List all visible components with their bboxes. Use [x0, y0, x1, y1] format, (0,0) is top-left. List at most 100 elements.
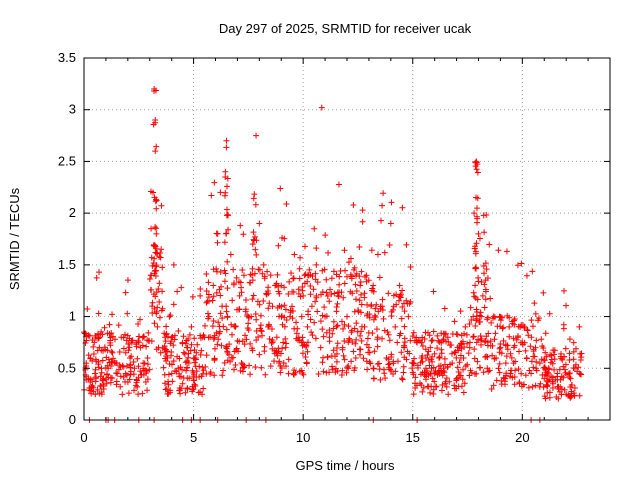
plus-marker — [370, 365, 377, 372]
data-point — [332, 369, 339, 376]
plus-marker — [400, 363, 407, 370]
plus-marker — [363, 341, 370, 348]
plus-marker — [185, 359, 192, 366]
plus-marker — [281, 323, 288, 330]
plus-marker — [242, 332, 249, 339]
plus-marker — [422, 346, 429, 353]
data-point — [353, 296, 360, 303]
data-point — [130, 359, 137, 366]
plus-marker — [347, 255, 354, 262]
plus-marker — [492, 330, 499, 337]
plus-marker — [392, 368, 399, 375]
data-point — [481, 270, 488, 277]
data-point — [556, 366, 563, 373]
data-point — [443, 383, 450, 390]
plus-marker — [108, 358, 115, 365]
plus-marker — [258, 328, 265, 335]
plus-marker — [528, 317, 535, 324]
plus-marker — [541, 393, 548, 400]
data-point — [438, 339, 445, 346]
plus-marker — [86, 332, 93, 339]
data-point — [454, 331, 461, 338]
data-point — [312, 335, 319, 342]
data-point — [163, 323, 170, 330]
data-point — [144, 354, 151, 361]
data-point — [194, 341, 201, 348]
plus-marker — [163, 330, 170, 337]
plus-marker — [151, 194, 158, 201]
data-point — [474, 358, 481, 365]
plus-marker — [188, 323, 195, 330]
data-point — [276, 359, 283, 366]
data-point — [324, 354, 331, 361]
plus-marker — [313, 294, 320, 301]
x-axis-ticks: 0 5 10 15 20 — [80, 58, 589, 445]
data-point — [462, 323, 469, 330]
plus-marker — [236, 306, 243, 313]
data-point — [156, 299, 163, 306]
plus-marker — [92, 374, 99, 381]
data-point — [510, 335, 517, 342]
data-point — [178, 284, 185, 291]
plus-marker — [514, 262, 521, 269]
plus-marker — [538, 336, 545, 343]
plus-marker — [334, 322, 341, 329]
data-point — [128, 353, 135, 360]
data-point — [395, 297, 402, 304]
plus-marker — [310, 286, 317, 293]
data-point — [523, 272, 530, 279]
data-point — [181, 351, 188, 358]
plus-marker — [409, 369, 416, 376]
data-point — [419, 388, 426, 395]
data-point — [293, 330, 300, 337]
data-point — [135, 320, 142, 327]
data-point — [156, 314, 163, 321]
data-point — [180, 375, 187, 382]
plus-marker — [176, 387, 183, 394]
data-point — [103, 380, 110, 387]
x-tick-label: 5 — [190, 430, 197, 445]
plus-marker — [437, 362, 444, 369]
plus-marker — [481, 281, 488, 288]
data-point — [216, 323, 223, 330]
data-point — [436, 370, 443, 377]
plus-marker — [221, 192, 228, 199]
plus-marker — [451, 382, 458, 389]
data-point — [472, 282, 479, 289]
plus-marker — [263, 290, 270, 297]
plus-marker — [170, 358, 177, 365]
data-point — [167, 312, 174, 319]
data-point — [430, 328, 437, 335]
plus-marker — [527, 343, 534, 350]
data-point — [352, 340, 359, 347]
data-point — [221, 359, 228, 366]
plus-marker — [482, 354, 489, 361]
data-point — [481, 229, 488, 236]
data-point — [145, 329, 152, 336]
plus-marker — [501, 381, 508, 388]
plus-marker — [561, 386, 568, 393]
data-point — [254, 298, 261, 305]
data-point — [409, 365, 416, 372]
data-point — [176, 355, 183, 362]
plus-marker — [483, 353, 490, 360]
plus-marker — [156, 280, 163, 287]
data-point — [320, 354, 327, 361]
plus-marker — [252, 201, 259, 208]
plus-marker — [560, 325, 567, 332]
plus-marker — [119, 362, 126, 369]
plus-marker — [429, 337, 436, 344]
y-tick-label: 1.5 — [58, 257, 76, 272]
data-point — [470, 289, 477, 296]
data-point — [281, 323, 288, 330]
plus-marker — [251, 237, 258, 244]
data-point — [291, 251, 298, 258]
plus-marker — [166, 313, 173, 320]
plus-marker — [156, 253, 163, 260]
plus-marker — [211, 179, 218, 186]
data-point — [148, 286, 155, 293]
data-point — [175, 327, 182, 334]
data-point — [253, 132, 260, 139]
plus-marker — [102, 364, 109, 371]
data-point — [320, 368, 327, 375]
